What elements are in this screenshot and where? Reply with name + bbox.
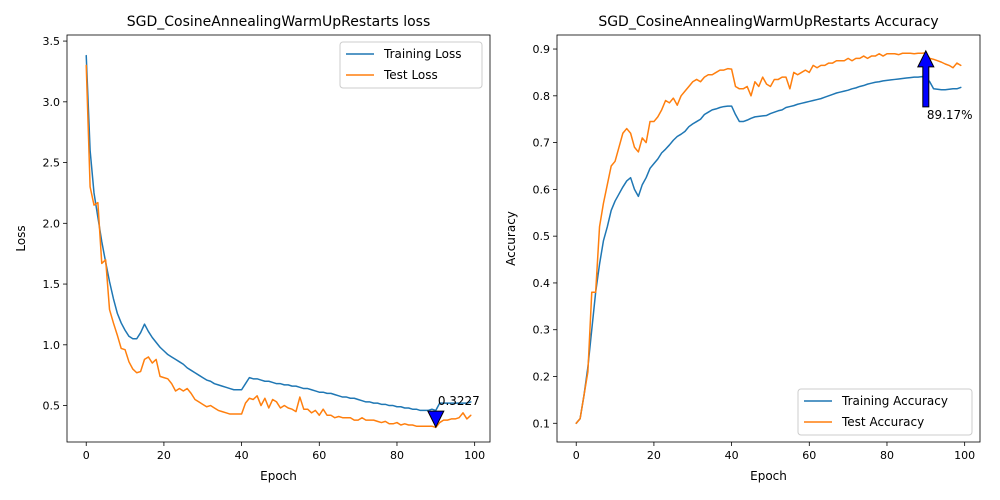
accuracy-legend-label: Test Accuracy — [841, 415, 924, 429]
loss-min-annotation: 0.3227 — [438, 394, 480, 408]
accuracy-x-tick-label: 100 — [954, 449, 975, 462]
loss-series-line-training — [85, 54, 472, 412]
accuracy-x-tick-label: 60 — [802, 449, 816, 462]
accuracy-y-tick-label: 0.9 — [533, 43, 551, 56]
loss-x-axis-label: Epoch — [260, 469, 297, 483]
loss-x-tick-label: 20 — [157, 449, 171, 462]
accuracy-chart: SGD_CosineAnnealingWarmUpRestarts Accura… — [504, 14, 981, 483]
loss-y-tick-label: 1.0 — [43, 339, 61, 352]
loss-min-marker-icon — [427, 410, 445, 429]
accuracy-y-tick-label: 0.4 — [533, 277, 551, 290]
loss-chart-title: SGD_CosineAnnealingWarmUpRestarts loss — [127, 14, 431, 30]
accuracy-y-axis-label: Accuracy — [504, 211, 518, 266]
accuracy-x-tick-label: 40 — [725, 449, 739, 462]
loss-y-tick-label: 2.5 — [43, 157, 61, 170]
loss-legend: Training Loss Test Loss — [339, 41, 483, 89]
accuracy-max-arrow-icon — [917, 49, 935, 108]
loss-x-tick-label: 60 — [312, 449, 326, 462]
accuracy-x-tick-label: 20 — [647, 449, 661, 462]
accuracy-x-tick-label: 80 — [880, 449, 894, 462]
accuracy-axes-frame — [556, 34, 981, 443]
accuracy-legend-box — [797, 388, 973, 436]
accuracy-series-line-test — [575, 52, 962, 425]
loss-y-tick-label: 2.0 — [43, 217, 61, 230]
accuracy-chart-title: SGD_CosineAnnealingWarmUpRestarts Accura… — [598, 14, 938, 30]
loss-chart: SGD_CosineAnnealingWarmUpRestarts loss 0 2… — [14, 14, 491, 483]
accuracy-legend: Training Accuracy Test Accuracy — [797, 388, 973, 436]
accuracy-x-axis-label: Epoch — [750, 469, 787, 483]
accuracy-y-tick-label: 0.1 — [533, 417, 551, 430]
accuracy-legend-label: Training Accuracy — [841, 394, 948, 408]
accuracy-series-line-training — [575, 75, 962, 425]
loss-y-tick-label: 3.0 — [43, 96, 61, 109]
accuracy-y-tick-label: 0.3 — [533, 324, 551, 337]
loss-legend-label: Training Loss — [383, 47, 461, 61]
loss-y-tick-label: 1.5 — [43, 278, 61, 291]
loss-x-tick-label: 80 — [390, 449, 404, 462]
loss-x-tick-label: 40 — [235, 449, 249, 462]
accuracy-max-annotation: 89.17% — [927, 108, 973, 122]
loss-legend-label: Test Loss — [383, 68, 438, 82]
loss-x-tick-label: 100 — [464, 449, 485, 462]
loss-y-tick-label: 3.5 — [43, 35, 61, 48]
accuracy-y-tick-label: 0.6 — [533, 183, 551, 196]
loss-y-axis-label: Loss — [14, 225, 28, 251]
loss-legend-box — [339, 41, 483, 89]
loss-series-line-test — [85, 64, 472, 429]
accuracy-y-tick-label: 0.8 — [533, 90, 551, 103]
accuracy-x-tick-label: 0 — [573, 449, 580, 462]
accuracy-y-tick-label: 0.5 — [533, 230, 551, 243]
accuracy-y-tick-label: 0.2 — [533, 371, 551, 384]
loss-x-tick-label: 0 — [83, 449, 90, 462]
loss-axes-frame — [66, 34, 491, 443]
loss-y-tick-label: 0.5 — [43, 400, 61, 413]
accuracy-y-tick-label: 0.7 — [533, 137, 551, 150]
